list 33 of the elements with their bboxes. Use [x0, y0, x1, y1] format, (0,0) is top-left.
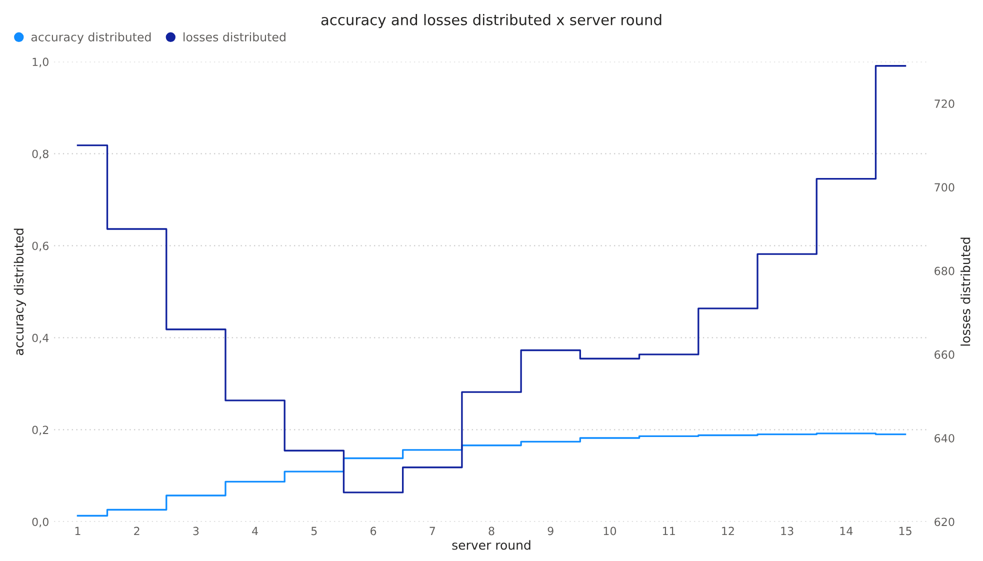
y-tick-label: 0,4: [32, 334, 49, 344]
x-tick-label: 9: [548, 526, 554, 536]
x-axis-title: server round: [452, 540, 530, 550]
x-tick-label: 8: [488, 526, 494, 536]
y-tick-label: 0,8: [32, 150, 48, 160]
y2-tick-label: 720: [934, 100, 954, 108]
x-tick-label: 4: [252, 526, 258, 536]
x-tick-label: 13: [781, 526, 794, 536]
y-tick-label: 1,0: [32, 58, 48, 68]
y2-axis-title: losses distributed: [960, 238, 970, 346]
chart-title: accuracy and losses distributed x server round: [321, 14, 662, 28]
x-tick-label: 2: [134, 526, 140, 536]
legend-label: losses distributed: [184, 32, 286, 42]
y2-tick-label: 700: [934, 183, 954, 192]
x-tick-label: 14: [840, 526, 853, 536]
x-tick-label: 1: [75, 526, 80, 536]
x-tick-label: 6: [370, 526, 376, 536]
y-tick-label: 0,6: [32, 242, 49, 252]
y-tick-label: 0,0: [32, 518, 48, 528]
y2-tick-label: 680: [934, 266, 954, 276]
x-tick-label: 7: [430, 526, 435, 536]
legend-label: accuracy distributed: [31, 32, 151, 44]
x-tick-label: 11: [662, 526, 675, 536]
x-tick-label: 3: [193, 526, 199, 536]
y2-tick-label: 620: [934, 518, 954, 526]
y2-tick-label: 660: [934, 350, 954, 359]
x-tick-label: 15: [899, 526, 912, 536]
x-tick-label: 5: [311, 526, 317, 536]
y-tick-label: 0,2: [32, 426, 48, 436]
y2-tick-label: 640: [934, 434, 954, 442]
x-tick-label: 12: [722, 526, 734, 536]
y-axis-title: accuracy distributed: [14, 228, 26, 356]
x-tick-label: 10: [604, 526, 616, 536]
